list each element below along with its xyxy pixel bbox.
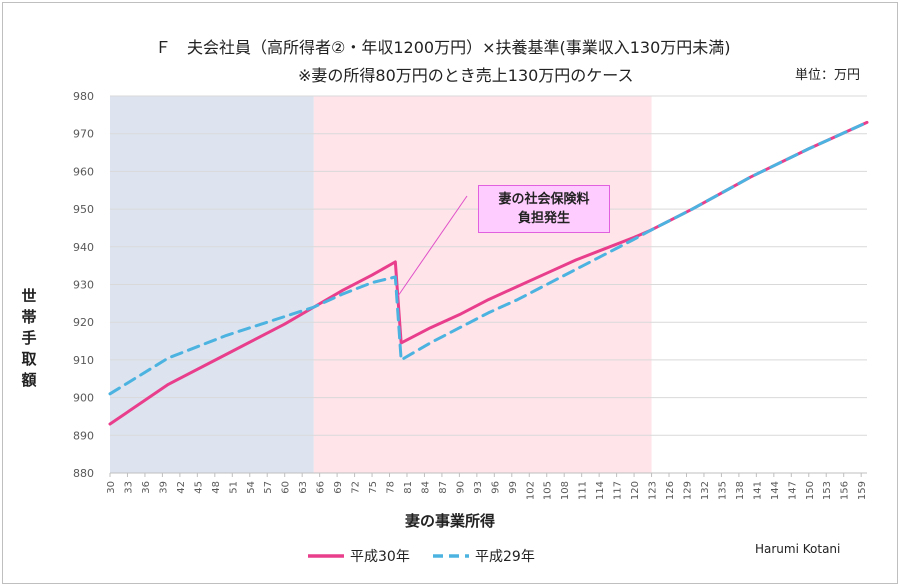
x-tick-label: 30 xyxy=(106,481,117,494)
x-tick-label: 54 xyxy=(246,481,257,494)
x-tick-label: 87 xyxy=(438,481,449,494)
x-tick-label: 57 xyxy=(263,481,274,494)
x-tick-label: 84 xyxy=(420,481,431,494)
x-tick-label: 39 xyxy=(158,481,169,494)
chart-title: Ｆ 夫会社員（高所得者②・年収1200万円）×扶養基準(事業収入130万円未満) xyxy=(155,38,731,57)
x-tick-label: 75 xyxy=(368,481,379,494)
y-axis-label-char: 手 xyxy=(21,329,37,347)
y-tick-label: 960 xyxy=(73,165,94,178)
x-tick-label: 81 xyxy=(403,481,414,494)
x-tick-label: 126 xyxy=(665,481,676,500)
x-tick-label: 135 xyxy=(717,481,728,500)
y-tick-label: 920 xyxy=(73,316,94,329)
x-tick-label: 36 xyxy=(141,481,152,494)
x-tick-label: 96 xyxy=(490,481,501,494)
legend-label-h30: 平成30年 xyxy=(350,549,410,565)
annotation-callout: 妻の社会保険料 負担発生 xyxy=(478,185,610,233)
x-tick-label: 51 xyxy=(228,481,239,494)
x-tick-label: 123 xyxy=(648,481,659,500)
chart-subtitle: ※妻の所得80万円のとき売上130万円のケース xyxy=(298,66,634,85)
series-line-h30 xyxy=(108,120,869,426)
x-tick-label: 108 xyxy=(560,481,571,500)
annotation-text: 妻の社会保険料 負担発生 xyxy=(498,192,590,226)
x-tick-label: 120 xyxy=(630,481,641,500)
x-tick-label: 129 xyxy=(682,481,693,500)
y-tick-label: 930 xyxy=(73,279,94,292)
legend-item-h29: 平成29年 xyxy=(431,546,535,566)
x-tick-label: 117 xyxy=(613,481,624,500)
y-axis-label-char: 帯 xyxy=(21,308,37,326)
x-tick-label: 45 xyxy=(193,481,204,494)
y-tick-label: 910 xyxy=(73,354,94,367)
y-tick-label: 940 xyxy=(73,241,94,254)
annotation-leader-line xyxy=(397,195,468,297)
x-tick-label: 141 xyxy=(752,481,763,500)
x-tick-label: 132 xyxy=(700,481,711,500)
legend-item-h30: 平成30年 xyxy=(306,546,410,566)
x-tick-label: 78 xyxy=(386,481,397,494)
x-tick-label: 72 xyxy=(351,481,362,494)
x-tick-label: 48 xyxy=(211,481,222,494)
legend-swatch-h29 xyxy=(433,554,469,558)
series-line-h29 xyxy=(108,120,869,396)
x-tick-label: 147 xyxy=(787,481,798,500)
x-tick-label: 102 xyxy=(525,481,536,500)
y-tick-label: 890 xyxy=(73,429,94,442)
x-tick-label: 99 xyxy=(508,481,519,494)
y-axis-label: 世帯手取額 xyxy=(19,286,39,391)
x-tick-label: 33 xyxy=(123,481,134,494)
y-tick-label: 950 xyxy=(73,203,94,216)
legend-swatch-h30 xyxy=(308,554,344,558)
unit-label: 単位：万円 xyxy=(795,68,861,83)
x-tick-label: 69 xyxy=(333,481,344,494)
x-tick-label: 114 xyxy=(595,481,606,500)
y-axis-label-char: 取 xyxy=(21,350,37,368)
x-tick-label: 153 xyxy=(822,481,833,500)
y-tick-label: 900 xyxy=(73,392,94,405)
x-tick-label: 60 xyxy=(281,481,292,494)
y-tick-label: 880 xyxy=(73,467,94,480)
x-tick-label: 159 xyxy=(857,481,868,500)
x-tick-label: 150 xyxy=(805,481,816,500)
y-tick-label: 970 xyxy=(73,128,94,141)
credit-text: Harumi Kotani xyxy=(755,542,841,556)
x-tick-label: 42 xyxy=(176,481,187,494)
x-tick-label: 111 xyxy=(578,481,589,500)
x-tick-label: 105 xyxy=(543,481,554,500)
x-tick-label: 144 xyxy=(770,481,781,500)
y-tick-label: 980 xyxy=(73,90,94,103)
x-tick-label: 93 xyxy=(473,481,484,494)
y-axis-label-char: 世 xyxy=(21,287,37,305)
x-tick-label: 63 xyxy=(298,481,309,494)
x-axis-label: 妻の事業所得 xyxy=(404,512,495,530)
x-tick-label: 156 xyxy=(840,481,851,500)
y-axis-label-char: 額 xyxy=(21,371,37,389)
x-tick-label: 90 xyxy=(455,481,466,494)
x-tick-label: 66 xyxy=(316,481,327,494)
x-tick-label: 138 xyxy=(735,481,746,500)
legend-label-h29: 平成29年 xyxy=(475,549,535,565)
